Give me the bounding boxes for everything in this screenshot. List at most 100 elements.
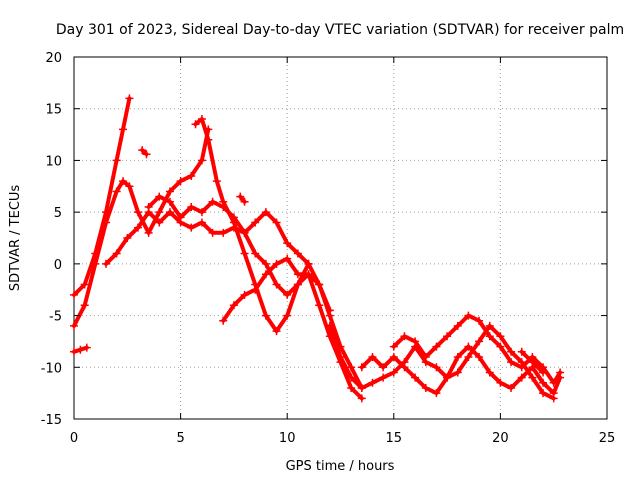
data-point-marker bbox=[283, 311, 292, 320]
data-point-marker bbox=[119, 125, 128, 134]
series-track-m bbox=[517, 347, 548, 377]
data-point-marker bbox=[496, 342, 505, 351]
data-point-marker bbox=[133, 208, 142, 217]
data-point-marker bbox=[453, 321, 462, 330]
data-point-marker bbox=[144, 202, 153, 211]
data-point-marker bbox=[485, 321, 494, 330]
data-point-marker bbox=[485, 332, 494, 341]
x-tick-label: 5 bbox=[176, 431, 184, 446]
data-point-marker bbox=[165, 208, 174, 217]
data-point-marker bbox=[272, 327, 281, 336]
data-point-marker bbox=[125, 94, 134, 103]
x-tick-label: 10 bbox=[279, 431, 296, 446]
data-point-marker bbox=[155, 192, 164, 201]
data-point-marker bbox=[197, 115, 206, 124]
data-point-marker bbox=[240, 228, 249, 237]
y-tick-label: -15 bbox=[41, 413, 62, 428]
plot-frame bbox=[73, 56, 608, 420]
x-tick-label: 20 bbox=[492, 431, 509, 446]
data-point-marker bbox=[453, 368, 462, 377]
y-tick-label: -5 bbox=[49, 310, 62, 325]
data-point-marker bbox=[517, 363, 526, 372]
data-point-marker bbox=[315, 280, 324, 289]
data-point-marker bbox=[261, 311, 270, 320]
series-trace bbox=[193, 117, 364, 390]
data-point-marker bbox=[304, 270, 313, 279]
data-point-marker bbox=[507, 347, 516, 356]
data-point-marker bbox=[304, 259, 313, 268]
y-tick-label: 5 bbox=[54, 206, 62, 221]
data-point-marker bbox=[219, 316, 228, 325]
data-point-marker bbox=[336, 352, 345, 361]
data-point-marker bbox=[315, 301, 324, 310]
series-trace bbox=[104, 210, 311, 266]
data-point-marker bbox=[219, 228, 228, 237]
data-point-marker bbox=[112, 187, 121, 196]
data-point-marker bbox=[400, 363, 409, 372]
data-point-marker bbox=[91, 259, 100, 268]
data-point-marker bbox=[119, 177, 128, 186]
data-point-marker bbox=[261, 270, 270, 279]
data-point-marker bbox=[251, 218, 260, 227]
data-point-marker bbox=[142, 150, 151, 159]
data-point-marker bbox=[155, 218, 164, 227]
data-point-marker bbox=[400, 332, 409, 341]
series-track-f bbox=[219, 254, 334, 325]
data-point-marker bbox=[261, 208, 270, 217]
data-point-marker bbox=[101, 259, 110, 268]
data-point-marker bbox=[432, 342, 441, 351]
data-series bbox=[70, 94, 565, 403]
data-point-marker bbox=[347, 363, 356, 372]
data-point-marker bbox=[283, 254, 292, 263]
data-point-marker bbox=[496, 378, 505, 387]
data-point-marker bbox=[517, 347, 526, 356]
data-point-marker bbox=[138, 146, 147, 155]
data-point-marker bbox=[144, 228, 153, 237]
data-point-marker bbox=[293, 249, 302, 258]
data-point-marker bbox=[357, 394, 366, 403]
data-point-marker bbox=[293, 280, 302, 289]
data-point-marker bbox=[549, 378, 558, 387]
series-track-h bbox=[357, 342, 565, 398]
data-point-marker bbox=[453, 352, 462, 361]
data-point-marker bbox=[187, 171, 196, 180]
data-point-marker bbox=[208, 197, 217, 206]
data-point-marker bbox=[76, 345, 85, 354]
data-point-marker bbox=[251, 285, 260, 294]
data-point-marker bbox=[421, 383, 430, 392]
data-point-marker bbox=[165, 187, 174, 196]
data-point-marker bbox=[133, 223, 142, 232]
data-point-marker bbox=[229, 218, 238, 227]
data-point-marker bbox=[229, 301, 238, 310]
data-point-marker bbox=[219, 197, 228, 206]
data-point-marker bbox=[325, 321, 334, 330]
data-point-marker bbox=[507, 358, 516, 367]
data-point-marker bbox=[368, 378, 377, 387]
x-tick-label: 0 bbox=[70, 431, 78, 446]
data-point-marker bbox=[528, 358, 537, 367]
x-tick-label: 25 bbox=[599, 431, 616, 446]
data-point-marker bbox=[251, 249, 260, 258]
data-point-marker bbox=[443, 373, 452, 382]
data-point-marker bbox=[411, 337, 420, 346]
data-point-marker bbox=[261, 259, 270, 268]
series-track-b bbox=[70, 125, 213, 330]
series-track-a bbox=[70, 94, 134, 299]
data-point-marker bbox=[82, 343, 91, 352]
data-point-marker bbox=[176, 177, 185, 186]
data-point-marker bbox=[70, 321, 78, 330]
series-track-e bbox=[191, 115, 366, 392]
data-point-marker bbox=[496, 332, 505, 341]
data-point-marker bbox=[432, 389, 441, 398]
axis-ticks: 0 5 10 15 20 25 -15 -10 -5 0 5 10 15 20 bbox=[41, 51, 616, 446]
data-point-marker bbox=[528, 373, 537, 382]
data-point-marker bbox=[464, 311, 473, 320]
data-point-marker bbox=[475, 352, 484, 361]
data-point-marker bbox=[411, 373, 420, 382]
data-point-marker bbox=[293, 270, 302, 279]
data-point-marker bbox=[176, 213, 185, 222]
data-point-marker bbox=[70, 347, 78, 356]
chart-title: Day 301 of 2023, Sidereal Day-to-day VTE… bbox=[56, 22, 624, 38]
data-point-marker bbox=[125, 182, 134, 191]
data-point-marker bbox=[101, 218, 110, 227]
